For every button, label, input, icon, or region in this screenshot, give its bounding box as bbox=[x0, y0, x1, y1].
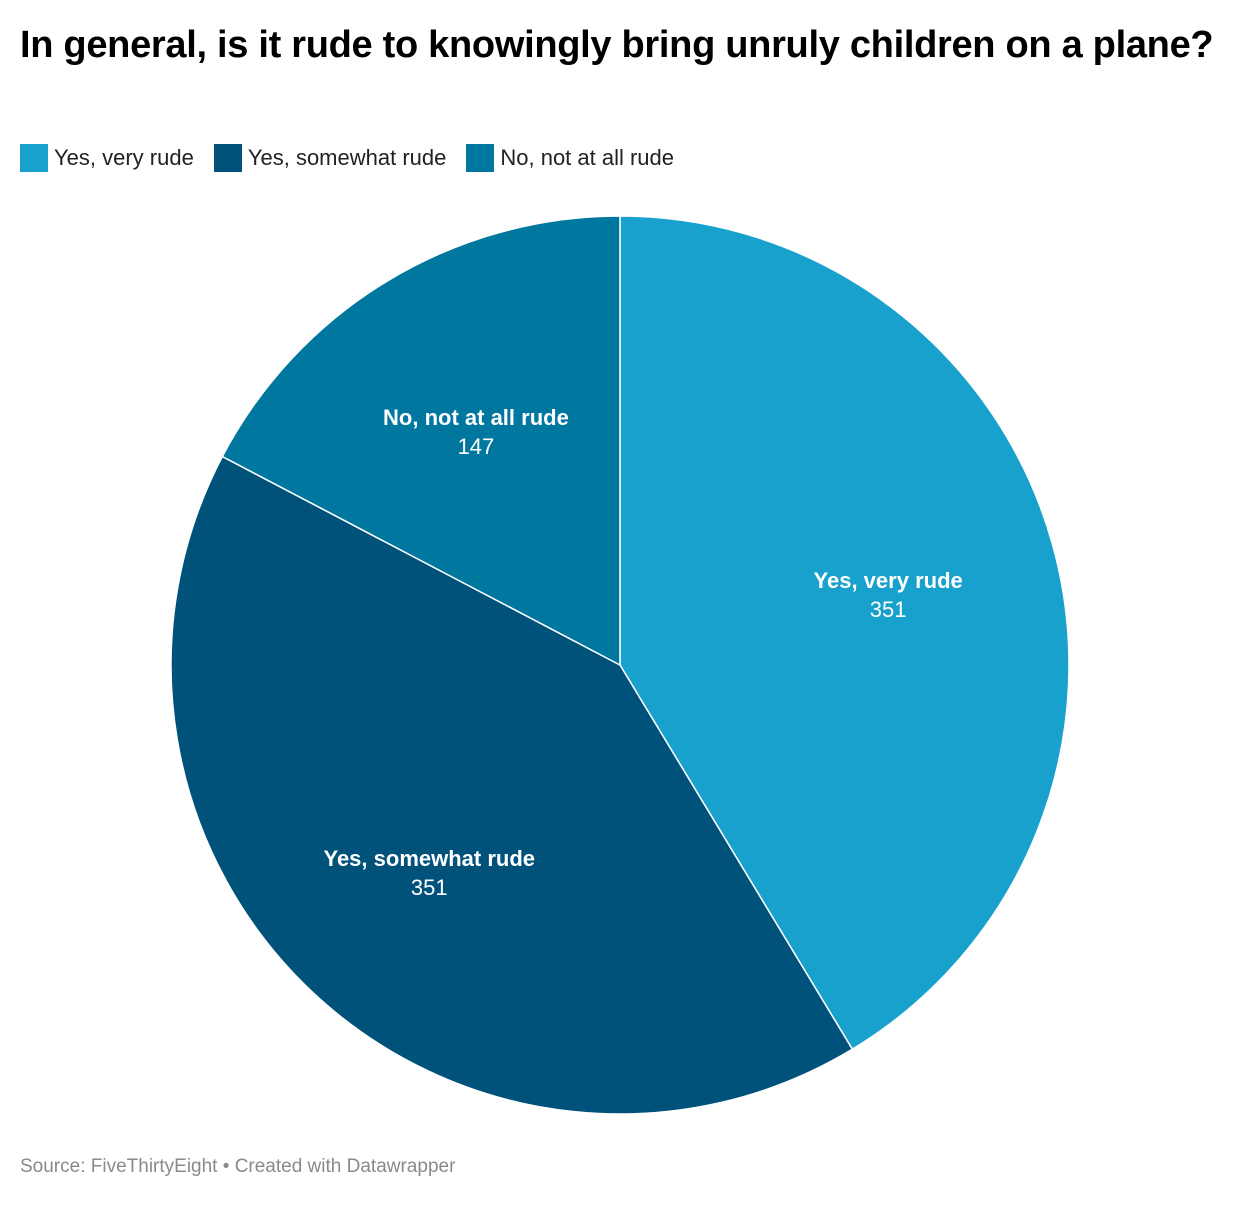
legend-label-very-rude: Yes, very rude bbox=[54, 145, 194, 170]
legend-label-not-rude: No, not at all rude bbox=[500, 145, 675, 170]
slice-label-somewhat-rude: Yes, somewhat rude bbox=[323, 846, 535, 871]
legend-label-somewhat-rude: Yes, somewhat rude bbox=[247, 145, 447, 170]
legend-item-very-rude: Yes, very rude bbox=[20, 144, 194, 172]
chart-title: In general, is it rude to knowingly brin… bbox=[20, 24, 1214, 66]
pie-slices bbox=[170, 215, 1070, 1115]
slice-value-very-rude: 351 bbox=[870, 597, 907, 622]
legend-swatch-somewhat-rude bbox=[213, 144, 242, 172]
legend-item-not-rude: No, not at all rude bbox=[466, 144, 674, 172]
chart-footer: Source: FiveThirtyEight • Created with D… bbox=[20, 1156, 455, 1178]
slice-label-very-rude: Yes, very rude bbox=[814, 568, 963, 593]
pie-slice-very-rude bbox=[619, 215, 1070, 1051]
slice-value-not-rude: 147 bbox=[458, 434, 495, 459]
footer-source: Source: FiveThirtyEight bbox=[20, 1156, 218, 1177]
legend-swatch-very-rude bbox=[20, 144, 48, 172]
pie-labels: Yes, very rude 351 Yes, somewhat rude 351 No… bbox=[323, 405, 962, 900]
legend-swatch-not-rude bbox=[466, 144, 495, 172]
slice-label-not-rude: No, not at all rude bbox=[383, 405, 569, 430]
legend-item-somewhat-rude: Yes, somewhat rude bbox=[213, 144, 447, 172]
footer-separator: • bbox=[222, 1156, 230, 1177]
pie-slice-not-rude bbox=[221, 215, 621, 667]
chart-legend: Yes, very rude Yes, somewhat rude No, no… bbox=[20, 144, 694, 172]
slice-value-somewhat-rude: 351 bbox=[411, 875, 448, 900]
pie-slice-somewhat-rude bbox=[170, 455, 854, 1115]
footer-credit: Created with Datawrapper bbox=[234, 1156, 456, 1177]
